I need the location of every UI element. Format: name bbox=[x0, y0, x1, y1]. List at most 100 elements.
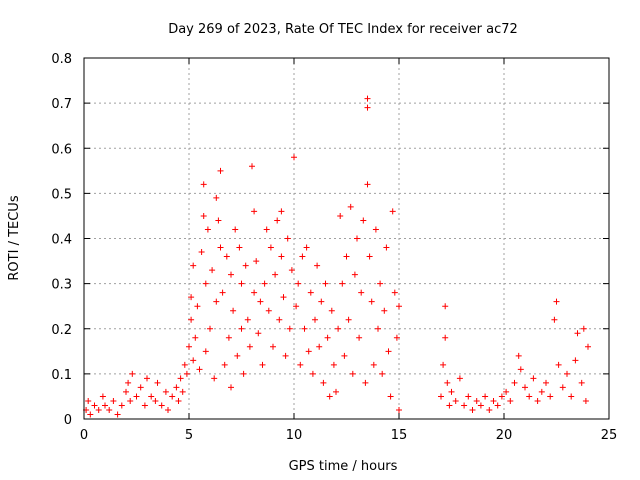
data-point bbox=[181, 361, 188, 368]
data-point bbox=[320, 379, 327, 386]
data-point bbox=[534, 397, 541, 404]
data-point bbox=[507, 397, 514, 404]
data-point bbox=[316, 343, 323, 350]
data-point bbox=[494, 402, 501, 409]
data-point bbox=[183, 370, 190, 377]
data-point bbox=[564, 370, 570, 377]
data-point bbox=[158, 402, 165, 409]
data-point bbox=[578, 379, 585, 386]
data-point bbox=[194, 303, 201, 310]
data-point bbox=[190, 357, 197, 364]
data-point bbox=[236, 244, 243, 251]
y-tick-label: 0.4 bbox=[51, 233, 72, 248]
data-point bbox=[284, 235, 291, 242]
data-point bbox=[144, 375, 150, 382]
data-point bbox=[368, 298, 375, 305]
data-point bbox=[314, 262, 321, 269]
data-point bbox=[192, 334, 199, 341]
data-point bbox=[465, 393, 472, 400]
data-point bbox=[530, 375, 537, 382]
data-point bbox=[377, 280, 384, 287]
x-tick-label: 25 bbox=[601, 428, 618, 443]
data-point bbox=[526, 393, 533, 400]
data-point bbox=[102, 402, 108, 409]
data-point bbox=[215, 217, 222, 224]
data-point bbox=[288, 267, 295, 274]
data-point bbox=[162, 388, 169, 395]
data-point bbox=[568, 393, 575, 400]
data-point bbox=[286, 325, 293, 332]
data-point bbox=[391, 289, 398, 296]
data-point bbox=[110, 397, 117, 404]
data-point bbox=[272, 271, 279, 278]
data-point bbox=[177, 375, 184, 382]
data-point bbox=[202, 280, 209, 287]
data-point bbox=[297, 361, 304, 368]
data-point bbox=[324, 334, 331, 341]
data-point bbox=[303, 244, 310, 251]
data-point bbox=[318, 298, 325, 305]
y-tick-label: 0.1 bbox=[51, 368, 72, 383]
data-point bbox=[278, 208, 285, 215]
x-tick-label: 20 bbox=[496, 428, 513, 443]
data-point bbox=[440, 361, 447, 368]
data-point bbox=[242, 262, 249, 269]
data-point bbox=[580, 325, 587, 332]
data-point bbox=[211, 375, 218, 382]
data-point bbox=[225, 334, 232, 341]
data-point bbox=[360, 217, 367, 224]
data-point bbox=[213, 298, 220, 305]
data-point bbox=[442, 303, 449, 310]
data-point bbox=[295, 280, 302, 287]
data-point bbox=[559, 384, 566, 391]
chart-title: Day 269 of 2023, Rate Of TEC Index for r… bbox=[168, 22, 518, 37]
data-point bbox=[473, 397, 480, 404]
data-point bbox=[372, 226, 379, 233]
data-point bbox=[341, 352, 348, 359]
data-point bbox=[337, 212, 344, 219]
data-point bbox=[99, 393, 106, 400]
x-tick-label: 0 bbox=[80, 428, 88, 443]
data-point bbox=[396, 406, 402, 413]
data-point bbox=[444, 379, 451, 386]
data-point bbox=[246, 343, 253, 350]
data-point bbox=[345, 316, 352, 323]
data-point bbox=[188, 316, 195, 323]
data-point bbox=[291, 154, 297, 161]
data-point bbox=[469, 406, 476, 413]
data-point bbox=[259, 361, 266, 368]
data-point bbox=[253, 258, 260, 265]
data-point bbox=[585, 343, 591, 350]
data-point bbox=[503, 388, 510, 395]
data-point bbox=[106, 406, 113, 413]
data-point bbox=[249, 163, 255, 170]
data-point bbox=[282, 352, 289, 359]
data-point bbox=[265, 307, 272, 314]
data-point bbox=[267, 244, 274, 251]
data-point bbox=[200, 212, 207, 219]
data-point bbox=[343, 253, 350, 260]
grid-lines bbox=[84, 58, 609, 419]
data-point bbox=[555, 361, 562, 368]
data-point bbox=[351, 271, 358, 278]
data-point bbox=[385, 348, 392, 355]
data-point bbox=[511, 379, 518, 386]
data-point bbox=[299, 253, 306, 260]
data-point bbox=[538, 388, 545, 395]
data-point bbox=[175, 397, 182, 404]
data-point bbox=[349, 370, 356, 377]
data-point bbox=[165, 406, 171, 413]
data-point bbox=[547, 393, 554, 400]
data-point bbox=[366, 253, 373, 260]
data-point bbox=[370, 361, 377, 368]
data-point bbox=[261, 280, 268, 287]
data-point bbox=[517, 366, 524, 373]
data-point bbox=[389, 208, 396, 215]
data-point bbox=[522, 384, 528, 391]
data-point bbox=[328, 307, 335, 314]
data-point bbox=[141, 402, 148, 409]
data-point bbox=[114, 411, 121, 418]
data-point bbox=[305, 348, 312, 355]
data-point bbox=[301, 325, 308, 332]
